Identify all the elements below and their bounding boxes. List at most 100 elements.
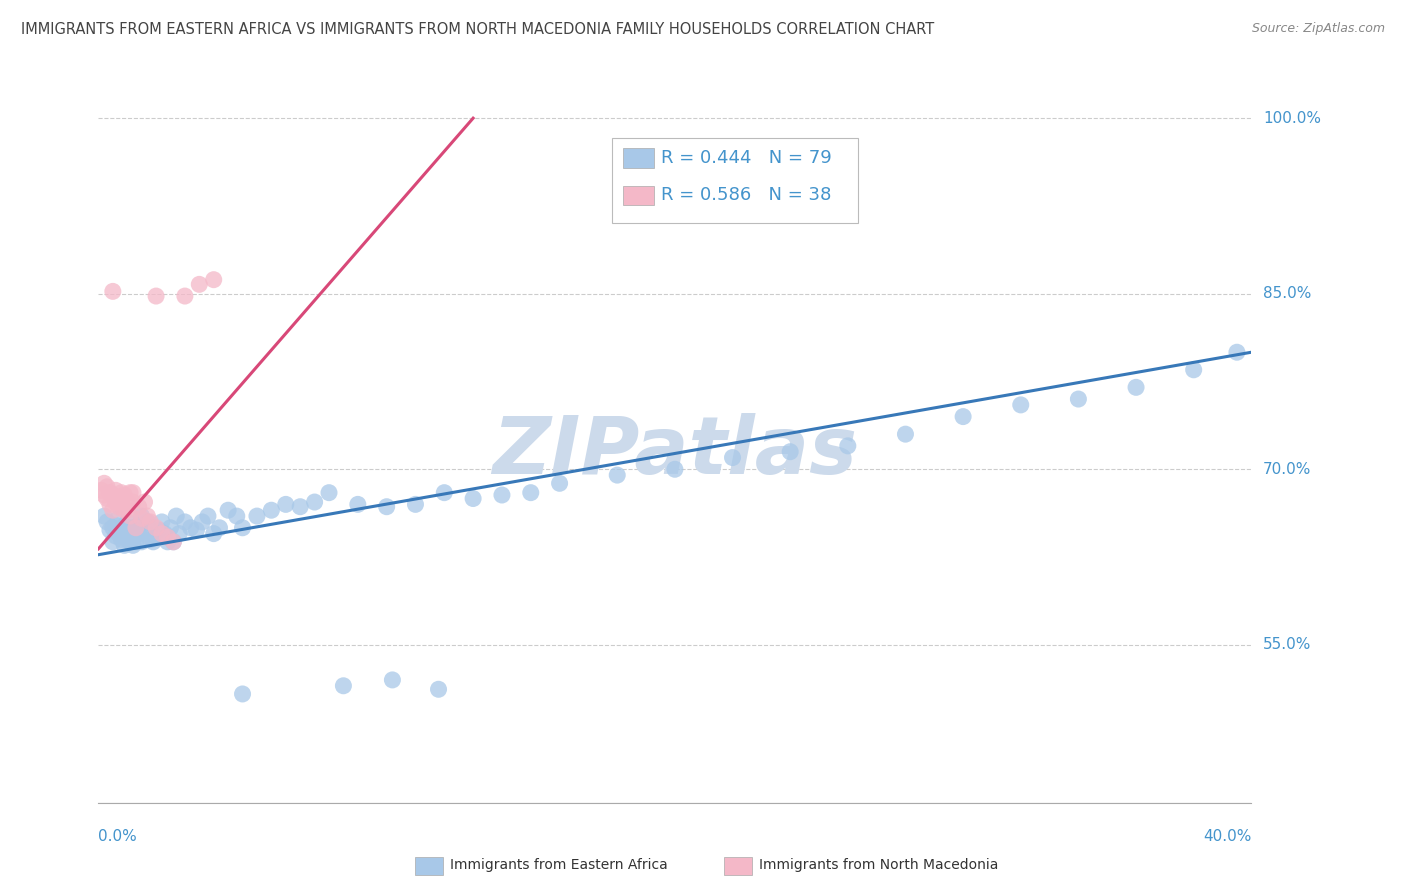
Text: 40.0%: 40.0% — [1204, 829, 1251, 844]
Text: R = 0.586   N = 38: R = 0.586 N = 38 — [661, 186, 831, 204]
Point — [461, 491, 484, 506]
Point — [107, 526, 129, 541]
Point — [1067, 392, 1090, 406]
Point — [721, 450, 744, 465]
Point — [120, 534, 142, 549]
Point — [128, 526, 150, 541]
Point — [139, 515, 162, 529]
Point — [117, 503, 139, 517]
Point — [101, 503, 124, 517]
Point — [332, 679, 354, 693]
Point — [120, 521, 142, 535]
Point — [405, 497, 427, 511]
Point — [180, 521, 202, 535]
Text: Source: ZipAtlas.com: Source: ZipAtlas.com — [1251, 22, 1385, 36]
Point — [202, 526, 225, 541]
Point — [145, 530, 167, 544]
Point — [134, 523, 156, 537]
Point — [894, 427, 917, 442]
Point — [128, 500, 150, 514]
Point — [174, 289, 197, 303]
Point — [98, 523, 121, 537]
Point — [107, 491, 129, 505]
Point — [186, 523, 208, 537]
Point — [98, 497, 121, 511]
Point — [162, 534, 184, 549]
Point — [162, 534, 184, 549]
Point — [304, 495, 326, 509]
Point — [139, 521, 162, 535]
Point — [96, 491, 118, 506]
Point — [779, 444, 801, 458]
Point — [217, 503, 239, 517]
Point — [202, 273, 225, 287]
Point — [96, 480, 118, 494]
Point — [125, 523, 148, 537]
Point — [1182, 363, 1205, 377]
Point — [117, 495, 139, 509]
Point — [145, 521, 167, 535]
Point — [128, 518, 150, 533]
Point — [318, 485, 340, 500]
Text: ZIPatlas: ZIPatlas — [492, 413, 858, 491]
Point — [150, 515, 173, 529]
Point — [191, 515, 214, 529]
Point — [104, 495, 127, 509]
Text: 55.0%: 55.0% — [1263, 637, 1312, 652]
Point — [491, 488, 513, 502]
Point — [664, 462, 686, 476]
Point — [101, 285, 124, 299]
Point — [197, 509, 219, 524]
Point — [112, 523, 135, 537]
Text: 0.0%: 0.0% — [98, 829, 138, 844]
Point — [167, 526, 190, 541]
Text: Immigrants from Eastern Africa: Immigrants from Eastern Africa — [450, 858, 668, 872]
Point — [125, 521, 148, 535]
Point — [246, 509, 269, 524]
Point — [231, 521, 254, 535]
Point — [148, 523, 170, 537]
Point — [98, 485, 121, 500]
Point — [520, 485, 543, 500]
Point — [290, 500, 312, 514]
Point — [122, 538, 145, 552]
Point — [93, 509, 115, 524]
Point — [120, 509, 142, 524]
Text: R = 0.444   N = 79: R = 0.444 N = 79 — [661, 149, 831, 167]
Point — [90, 483, 112, 498]
Point — [165, 509, 187, 524]
Point — [110, 495, 132, 509]
Point — [110, 521, 132, 535]
Point — [110, 485, 132, 500]
Point — [131, 511, 153, 525]
Point — [346, 497, 368, 511]
Point — [427, 682, 450, 697]
Text: 100.0%: 100.0% — [1263, 111, 1320, 126]
Text: IMMIGRANTS FROM EASTERN AFRICA VS IMMIGRANTS FROM NORTH MACEDONIA FAMILY HOUSEHO: IMMIGRANTS FROM EASTERN AFRICA VS IMMIGR… — [21, 22, 935, 37]
Point — [112, 503, 135, 517]
Point — [208, 521, 231, 535]
Point — [548, 476, 571, 491]
Point — [150, 526, 173, 541]
Point — [145, 289, 167, 303]
Point — [1226, 345, 1249, 359]
Point — [122, 530, 145, 544]
Text: 70.0%: 70.0% — [1263, 462, 1312, 476]
Point — [260, 503, 283, 517]
Text: Immigrants from North Macedonia: Immigrants from North Macedonia — [759, 858, 998, 872]
Point — [101, 534, 124, 549]
Point — [381, 673, 404, 687]
Point — [433, 485, 456, 500]
Point — [93, 476, 115, 491]
Point — [112, 538, 135, 552]
Point — [104, 529, 127, 543]
Point — [104, 483, 127, 498]
Point — [104, 518, 127, 533]
Point — [125, 534, 148, 549]
Point — [107, 511, 129, 525]
Point — [120, 485, 142, 500]
Point — [110, 533, 132, 547]
Point — [156, 530, 179, 544]
Point — [112, 488, 135, 502]
Point — [274, 497, 297, 511]
